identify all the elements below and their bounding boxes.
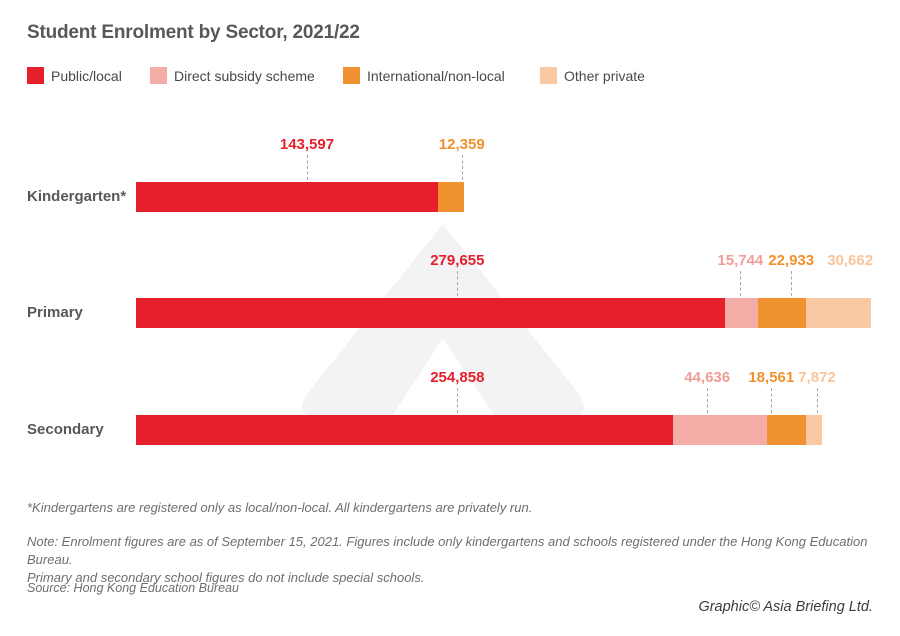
stacked-bar [136,415,873,445]
value-label: 15,744 [717,252,764,269]
leader-dash-line [791,271,793,296]
leader-dash-line [707,388,709,413]
legend-label: Public/local [51,67,122,84]
legend-item: Public/local [27,67,122,84]
legend: Public/local Direct subsidy scheme Interna… [0,67,900,87]
value-label: 143,597 [279,136,335,153]
stacked-bar [136,182,873,212]
bar-segment [136,182,439,212]
note-line-1: Note: Enrolment figures are as of Septem… [27,534,868,567]
legend-label: Other private [564,67,645,84]
leader-dash-line [461,155,463,180]
bar-segment [724,298,758,328]
value-label: 254,858 [430,369,485,386]
bar-segment [805,415,823,445]
stacked-bar [136,298,873,328]
leader-dash-line [306,155,308,180]
bar-track: 279,655 15,744 22,933 30,662 [136,252,873,328]
legend-swatch [27,67,44,84]
bar-segment [438,182,465,212]
leader-dash-line [816,388,818,413]
graphic-credit: Graphic© Asia Briefing Ltd. [698,599,873,615]
source-text: Source: Hong Kong Education Bureau [27,581,239,595]
legend-swatch [343,67,360,84]
legend-swatch [540,67,557,84]
value-label: 279,655 [430,252,485,269]
value-label: 30,662 [827,252,874,269]
legend-item: Direct subsidy scheme [150,67,315,84]
leader-dash-line [771,388,773,413]
value-label: 12,359 [438,136,485,153]
leader-dash-line [457,271,459,296]
value-label: 44,636 [684,369,731,386]
legend-item: Other private [540,67,645,84]
bar-segment [136,415,673,445]
bar-segment [136,298,725,328]
kindergarten-footnote: *Kindergartens are registered only as lo… [27,500,533,515]
legend-item: International/non-local [343,67,505,84]
legend-label: Direct subsidy scheme [174,67,315,84]
category-label: Secondary [27,421,104,438]
bar-segment [758,298,807,328]
bar-segment [806,298,871,328]
bar-segment [766,415,806,445]
value-label: 18,561 [748,369,795,386]
legend-swatch [150,67,167,84]
note-line-2: Primary and secondary school figures do … [27,570,425,585]
chart-row: Secondary 254,858 44,636 18,561 7,872 [0,369,900,445]
leader-dash-line [740,271,742,296]
bar-track: 254,858 44,636 18,561 7,872 [136,369,873,445]
value-label: 7,872 [798,369,836,386]
category-label: Kindergarten* [27,188,127,205]
chart-row: Primary 279,655 15,744 22,933 30,662 [0,252,900,328]
chart-title: Student Enrolment by Sector, 2021/22 [27,22,360,43]
note-text: Note: Enrolment figures are as of Septem… [27,533,877,587]
chart-area: Kindergarten* 143,597 12,359 Primary 279,655… [0,136,900,445]
bar-track: 143,597 12,359 [136,136,873,212]
bar-segment [672,415,767,445]
category-label: Primary [27,304,83,321]
chart-row: Kindergarten* 143,597 12,359 [0,136,900,212]
legend-label: International/non-local [367,67,505,84]
leader-dash-line [457,388,459,413]
value-label: 22,933 [768,252,815,269]
